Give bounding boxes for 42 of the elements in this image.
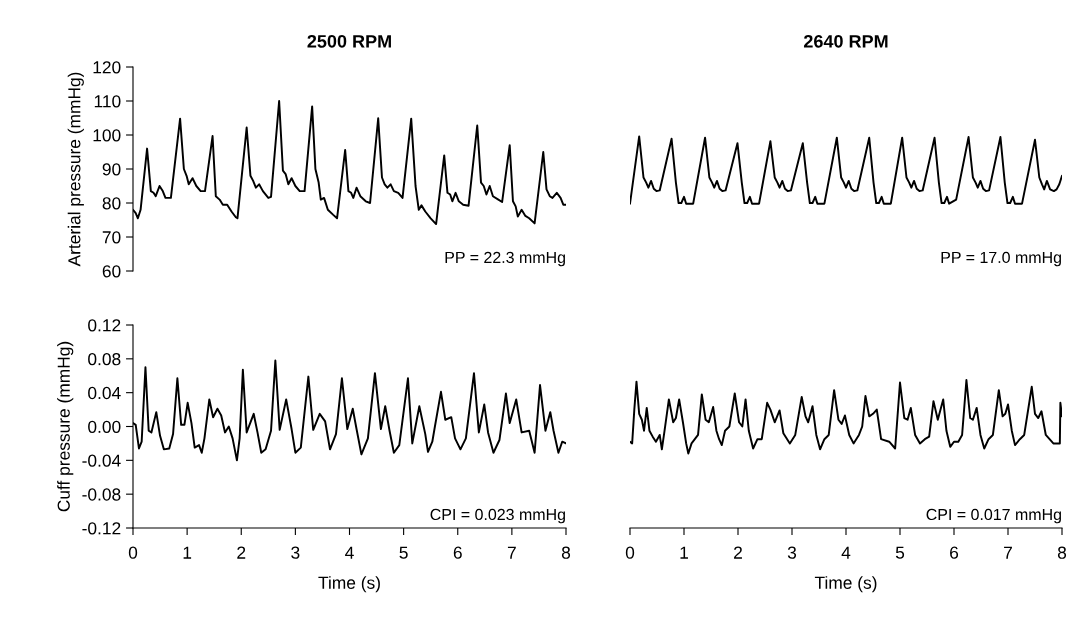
annotation: PP = 17.0 mmHg [941,251,1061,267]
x-tick-label: 8 [1057,546,1067,559]
y-tick-label: 60 [102,265,121,278]
y-tick-label: 100 [93,129,121,142]
y-tick-label: 90 [102,163,121,176]
y-tick-label: 110 [94,95,121,108]
x-tick-label: 4 [345,546,354,559]
x-tick-label: 8 [561,546,571,559]
x-axis-title: Time (s) [814,576,877,593]
chart-title: 2640 RPM [803,34,888,48]
y-tick-label: 0.04 [88,386,121,400]
annotation: CPI = 0.023 mmHg [430,508,565,524]
x-tick-label: 7 [1004,546,1012,559]
x-tick-label: 0 [128,546,138,559]
x-tick-label: 7 [507,546,516,559]
y-axis-title: Arterial pressure (mmHg) [67,72,84,267]
x-tick-label: 4 [841,546,851,559]
y-tick-label: 120 [93,61,121,74]
x-tick-label: 3 [787,546,797,559]
x-tick-label: 1 [183,546,192,559]
y-tick-label: -0.08 [82,488,121,501]
x-tick-label: 6 [453,546,462,559]
y-axis-title: Cuff pressure (mmHg) [57,341,74,512]
y-tick-label: -0.04 [82,454,121,467]
x-tick-label: 5 [895,546,905,559]
y-tick-label: 70 [102,231,121,244]
x-tick-label: 0 [625,546,635,559]
x-tick-label: 6 [950,546,959,559]
x-tick-label: 2 [237,546,246,559]
x-axis-title: Time (s) [318,576,380,593]
x-tick-label: 2 [734,546,742,559]
x-tick-label: 5 [399,546,408,559]
y-tick-label: 0.00 [88,420,121,433]
y-tick-label: -0.12 [82,522,121,535]
y-tick-label: 0.12 [88,319,121,332]
y-tick-label: 80 [102,197,121,210]
annotation: CPI = 0.017 mmHg [926,508,1061,524]
x-tick-label: 3 [291,546,300,559]
x-tick-label: 1 [680,546,688,559]
y-tick-label: 0.08 [88,353,121,366]
chart-title: 2500 RPM [307,34,391,48]
annotation: PP = 22.3 mmHg [445,251,565,267]
